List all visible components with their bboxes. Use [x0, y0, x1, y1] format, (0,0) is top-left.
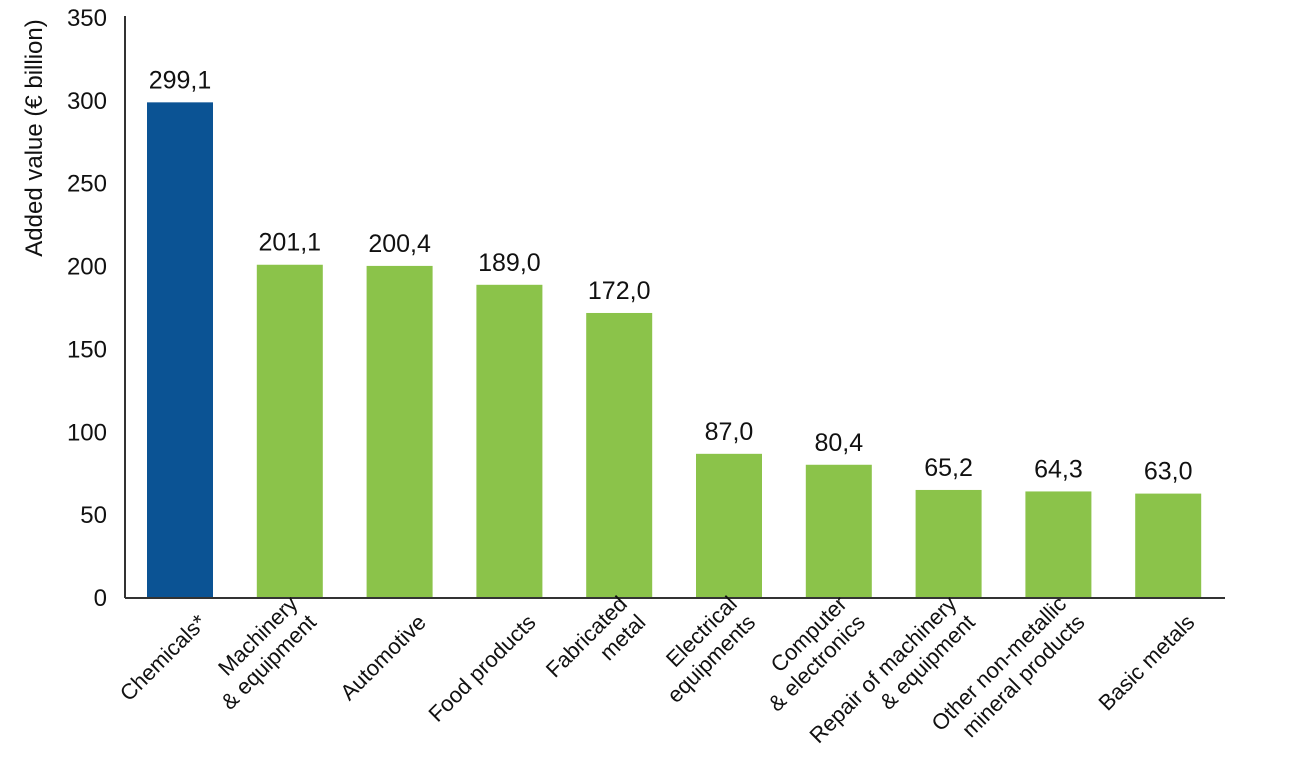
bar-1 [256, 264, 323, 598]
value-label-0: 299,1 [149, 66, 212, 94]
y-axis-title-group: Added value (€ billion) [21, 19, 48, 256]
value-label-7: 65,2 [924, 454, 973, 482]
category-label-1: Machinery& equipment [213, 591, 321, 714]
bar-3 [476, 284, 543, 598]
y-axis-ticks: 0 50 100 150 200 250 300 350 [67, 5, 107, 612]
category-label-line: Automotive [335, 610, 431, 706]
bar-7 [915, 489, 982, 598]
category-label-2: Automotive [335, 610, 431, 706]
category-label-9: Basic metals [1094, 610, 1200, 716]
value-label-3: 189,0 [478, 249, 541, 277]
value-labels: 299,1 201,1 200,4 189,0 172,0 87,0 80,4 65,2 64,… [149, 66, 1193, 485]
y-tick-label: 350 [67, 5, 107, 32]
y-tick-label: 50 [80, 502, 107, 529]
bar-0 [147, 102, 213, 598]
category-label-3: Food products [423, 610, 540, 727]
y-tick-label: 250 [67, 171, 107, 198]
y-tick-label: 150 [67, 336, 107, 363]
value-label-8: 64,3 [1034, 455, 1083, 483]
value-label-4: 172,0 [588, 277, 651, 305]
value-label-1: 201,1 [259, 229, 322, 257]
bar-9 [1135, 493, 1202, 598]
value-label-6: 80,4 [814, 429, 863, 457]
bar-4 [586, 312, 653, 598]
bar-6 [805, 464, 872, 598]
value-label-9: 63,0 [1144, 458, 1193, 486]
category-label-line: Basic metals [1094, 610, 1200, 716]
y-tick-label: 300 [67, 88, 107, 115]
bar-5 [696, 453, 762, 598]
value-label-2: 200,4 [368, 230, 431, 258]
y-tick-label: 100 [67, 419, 107, 446]
category-label-0: Chemicals* [115, 609, 212, 706]
bar-2 [366, 265, 433, 598]
category-label-line: Chemicals* [115, 609, 212, 706]
value-label-5: 87,0 [705, 418, 754, 446]
y-axis-title: Added value (€ billion) [21, 19, 48, 256]
y-tick-label: 200 [67, 254, 107, 281]
category-label-line: Food products [423, 610, 540, 727]
axes [124, 16, 1225, 599]
bars [147, 102, 1202, 598]
category-labels: Chemicals* Machinery& equipment Automotive… [115, 591, 1200, 748]
y-tick-label: 0 [94, 585, 107, 612]
bar-8 [1025, 491, 1092, 598]
